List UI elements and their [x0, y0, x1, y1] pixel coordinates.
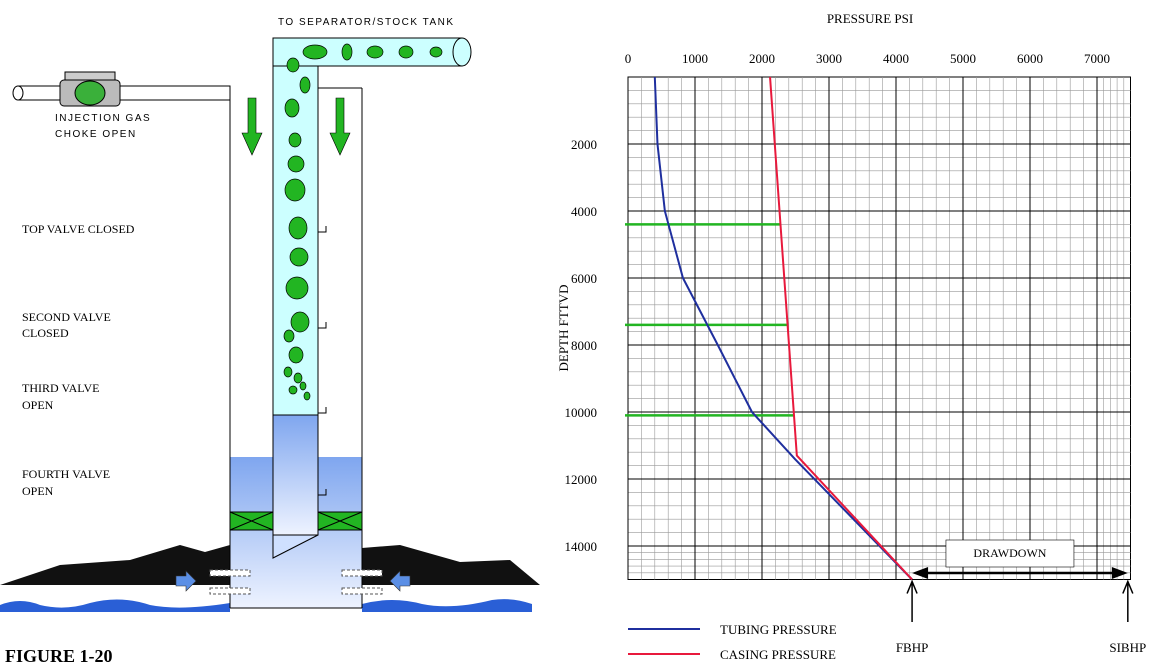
x-tick-label: 4000 [883, 51, 909, 66]
annotation-arrow [907, 582, 917, 623]
tubing-fluid [273, 415, 318, 535]
annotation-arrow [1123, 582, 1133, 623]
injection-label: CHOKE OPEN [55, 129, 137, 140]
gas-line-end [13, 86, 23, 100]
legend-label: TUBING PRESSURE [720, 622, 837, 637]
valve-label: CLOSED [22, 326, 69, 340]
y-tick-label: 14000 [565, 539, 598, 554]
legend-label: CASING PRESSURE [720, 647, 836, 662]
choke [75, 81, 105, 105]
x-tick-label: 0 [625, 51, 632, 66]
annotation-label: DRAWDOWN [973, 546, 1046, 560]
valve-label: SECOND VALVE [22, 310, 111, 324]
injection-label: INJECTION GAS [55, 113, 151, 124]
well-diagram: TO SEPARATOR/STOCK TANK INJECTION GAS CH… [0, 17, 540, 664]
y-tick-label: 8000 [571, 338, 597, 353]
y-axis-label: DEPTH FTTVD [556, 284, 571, 371]
valve-label: OPEN [22, 484, 54, 498]
x-tick-label: 2000 [749, 51, 775, 66]
x-tick-label: 3000 [816, 51, 842, 66]
valve-label: OPEN [22, 398, 54, 412]
pipe-end [453, 38, 471, 66]
annotation-label: SIBHP [1109, 640, 1146, 655]
chart: 0 1000 2000 3000 4000 5000 6000 7000 2000 4000 600… [556, 11, 1146, 662]
figure-label: FIGURE 1-20 [5, 646, 113, 664]
valve-label: FOURTH VALVE [22, 467, 110, 481]
x-tick-label: 5000 [950, 51, 976, 66]
x-tick-label: 1000 [682, 51, 708, 66]
y-tick-label: 2000 [571, 137, 597, 152]
gas-lift-valves [318, 226, 326, 495]
valve-handle [65, 72, 115, 80]
annotation-label: FBHP [896, 640, 929, 655]
plot-area [628, 77, 1131, 580]
valve-label: TOP VALVE CLOSED [22, 222, 135, 236]
y-tick-label: 10000 [565, 405, 598, 420]
y-tick-label: 4000 [571, 204, 597, 219]
x-tick-label: 6000 [1017, 51, 1043, 66]
gas-line [18, 86, 230, 100]
figure: TO SEPARATOR/STOCK TANK INJECTION GAS CH… [0, 0, 1155, 664]
pipe-label: TO SEPARATOR/STOCK TANK [278, 17, 455, 28]
y-tick-label: 12000 [565, 472, 598, 487]
valve-label: THIRD VALVE [22, 381, 99, 395]
x-tick-label: 7000 [1084, 51, 1110, 66]
chart-title: PRESSURE PSI [827, 11, 913, 26]
y-tick-label: 6000 [571, 271, 597, 286]
